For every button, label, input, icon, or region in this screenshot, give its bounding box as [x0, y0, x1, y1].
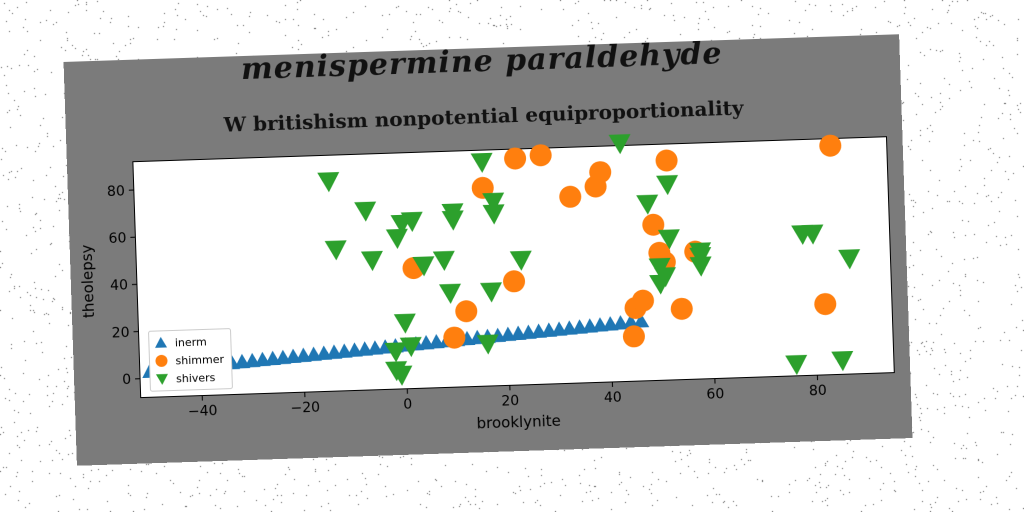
- shivers-point: [317, 172, 340, 193]
- x-tick-label: 20: [501, 393, 519, 410]
- shivers-point: [476, 334, 499, 355]
- shimmer-point: [503, 270, 526, 293]
- shimmer-point: [670, 297, 693, 320]
- x-tick-label: 0: [403, 397, 412, 413]
- shivers-point: [636, 194, 659, 215]
- shimmer-point: [529, 144, 552, 167]
- chart-figure: menispermine paraldehyde W britishism no…: [63, 34, 913, 466]
- shivers-point: [399, 336, 422, 358]
- y-tick-label: 60: [108, 231, 126, 248]
- shivers-point: [656, 174, 679, 196]
- shivers-point: [470, 152, 493, 173]
- y-axis-label: theolepsy: [78, 244, 98, 318]
- shivers-point: [689, 256, 712, 277]
- x-axis-label: brooklynite: [476, 412, 561, 433]
- legend-marker-shivers: [155, 373, 168, 385]
- legend-box: [148, 328, 233, 392]
- legend-label-shimmer: shimmer: [175, 353, 224, 368]
- shivers-point: [657, 229, 680, 250]
- shivers-point: [838, 249, 861, 270]
- x-tick-label: 60: [706, 386, 724, 403]
- shimmer-point: [814, 293, 837, 316]
- y-tick-label: 80: [107, 183, 125, 200]
- shivers-point: [384, 342, 407, 363]
- shivers-point: [480, 282, 502, 303]
- shimmer-point: [504, 147, 527, 170]
- x-tick-label: −40: [188, 403, 218, 420]
- shimmer-point: [631, 289, 654, 312]
- shivers-point: [608, 134, 631, 155]
- shivers-point: [441, 203, 464, 224]
- chart-svg: −40 −20 0 20 40 60 80 0 20 40 60 80 brooklynite theol…: [78, 134, 895, 433]
- shivers-point: [482, 192, 505, 213]
- legend-label-inerm: inerm: [175, 335, 207, 349]
- shivers-point: [432, 250, 455, 272]
- legend-label-shivers: shivers: [176, 371, 216, 385]
- plot-area: [132, 136, 895, 399]
- shivers-point: [482, 204, 505, 225]
- shivers-point: [785, 354, 808, 376]
- y-tick-label: 40: [110, 278, 128, 295]
- shimmer-point: [819, 134, 842, 157]
- shimmer-point: [589, 161, 612, 184]
- shivers-point: [390, 365, 413, 386]
- x-tick-label: −20: [290, 400, 320, 417]
- shivers-point: [354, 201, 377, 222]
- x-tick-label: 40: [604, 390, 622, 407]
- shimmer-point: [455, 300, 478, 323]
- shivers-point: [324, 240, 347, 261]
- inerm-point: [633, 313, 650, 328]
- shimmer-point: [655, 149, 678, 172]
- y-tick-label: 0: [122, 372, 131, 388]
- shivers-point: [412, 256, 435, 277]
- shivers-point: [400, 211, 423, 232]
- shivers-point: [438, 283, 461, 304]
- x-tick-label: 80: [809, 383, 827, 400]
- shivers-point: [801, 224, 824, 245]
- shivers-point: [653, 267, 676, 288]
- shimmer-point: [443, 326, 466, 349]
- legend-marker-inerm: [155, 336, 168, 348]
- shivers-point: [509, 250, 532, 271]
- shivers-point: [393, 313, 416, 334]
- y-tick-label: 20: [111, 325, 129, 342]
- shivers-point: [360, 250, 383, 272]
- legend-marker-shimmer: [155, 354, 168, 367]
- shivers-point: [831, 350, 854, 372]
- shimmer-point: [622, 325, 645, 348]
- shimmer-point: [559, 185, 582, 208]
- shivers-point: [689, 242, 712, 263]
